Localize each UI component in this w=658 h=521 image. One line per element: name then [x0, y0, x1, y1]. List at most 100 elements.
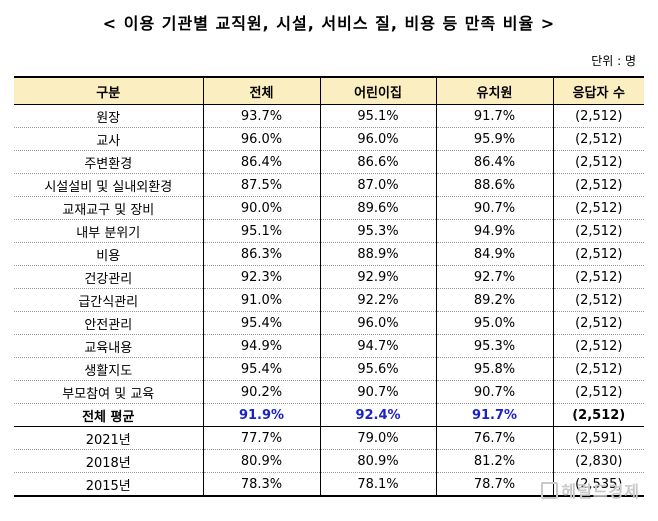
header-respondents: 응답자 수 [552, 76, 644, 105]
page-title: < 이용 기관별 교직원, 시설, 서비스 질, 비용 등 만족 비율 > [102, 14, 556, 33]
respondents-cell: (2,512) [552, 334, 644, 358]
header-category: 구분 [14, 76, 203, 105]
total-cell: 91.0% [202, 288, 320, 312]
daycare-cell: 94.7% [319, 334, 436, 358]
category-cell: 2015년 [14, 472, 203, 497]
table-row: 건강관리 92.3% 92.9% 92.7% (2,512) [14, 265, 644, 289]
category-cell: 주변환경 [14, 150, 203, 174]
category-cell: 비용 [14, 242, 203, 266]
kindergarten-cell: 76.7% [435, 426, 553, 450]
total-cell: 94.9% [202, 334, 320, 358]
watermark: 헤럴드경제 [541, 478, 640, 502]
total-cell: 90.2% [202, 380, 320, 404]
respondents-cell: (2,830) [552, 449, 644, 473]
table-row: 교사 96.0% 96.0% 95.9% (2,512) [14, 127, 644, 151]
daycare-cell: 86.6% [319, 150, 436, 174]
category-cell: 교재교구 및 장비 [14, 196, 203, 220]
table-row: 생활지도 95.4% 95.6% 95.8% (2,512) [14, 357, 644, 381]
table-row: 원장 93.7% 95.1% 91.7% (2,512) [14, 104, 644, 128]
kindergarten-cell: 95.3% [435, 334, 553, 358]
respondents-cell: (2,512) [552, 127, 644, 151]
respondents-cell: (2,535) [552, 472, 644, 497]
category-cell: 안전관리 [14, 311, 203, 335]
daycare-cell: 96.0% [319, 127, 436, 151]
average-row: 전체 평균 91.9% 92.4% 91.7% (2,512) [14, 403, 644, 427]
kindergarten-cell: 94.9% [435, 219, 553, 243]
total-cell: 93.7% [202, 104, 320, 128]
respondents-cell: (2,512) [552, 403, 644, 427]
history-row: 2021년 77.7% 79.0% 76.7% (2,591) [14, 426, 644, 450]
header-daycare: 어린이집 [319, 76, 436, 105]
kindergarten-cell: 90.7% [435, 196, 553, 220]
daycare-cell: 92.2% [319, 288, 436, 312]
total-cell: 77.7% [202, 426, 320, 450]
respondents-cell: (2,512) [552, 357, 644, 381]
history-row: 2018년 80.9% 80.9% 81.2% (2,830) [14, 449, 644, 473]
daycare-cell: 95.6% [319, 357, 436, 381]
total-cell: 90.0% [202, 196, 320, 220]
table-row: 급간식관리 91.0% 92.2% 89.2% (2,512) [14, 288, 644, 312]
table-row: 부모참여 및 교육 90.2% 90.7% 90.7% (2,512) [14, 380, 644, 404]
table-row: 주변환경 86.4% 86.6% 86.4% (2,512) [14, 150, 644, 174]
daycare-cell: 96.0% [319, 311, 436, 335]
kindergarten-cell: 88.6% [435, 173, 553, 197]
category-cell: 원장 [14, 104, 203, 128]
respondents-cell: (2,512) [552, 380, 644, 404]
respondents-cell: (2,512) [552, 288, 644, 312]
kindergarten-cell: 84.9% [435, 242, 553, 266]
kindergarten-cell: 91.7% [435, 104, 553, 128]
total-cell: 95.1% [202, 219, 320, 243]
category-cell: 부모참여 및 교육 [14, 380, 203, 404]
total-cell: 86.4% [202, 150, 320, 174]
category-cell: 2018년 [14, 449, 203, 473]
total-cell: 78.3% [202, 472, 320, 497]
respondents-cell: (2,512) [552, 311, 644, 335]
respondents-cell: (2,512) [552, 173, 644, 197]
respondents-cell: (2,512) [552, 265, 644, 289]
total-cell: 87.5% [202, 173, 320, 197]
daycare-cell: 87.0% [319, 173, 436, 197]
category-cell: 생활지도 [14, 357, 203, 381]
category-cell: 내부 분위기 [14, 219, 203, 243]
table-row: 교육내용 94.9% 94.7% 95.3% (2,512) [14, 334, 644, 358]
daycare-cell: 88.9% [319, 242, 436, 266]
daycare-cell: 92.9% [319, 265, 436, 289]
kindergarten-cell: 78.7% [435, 472, 553, 497]
daycare-cell: 92.4% [319, 403, 436, 427]
table-row: 내부 분위기 95.1% 95.3% 94.9% (2,512) [14, 219, 644, 243]
watermark-logo-icon [541, 482, 559, 499]
header-total: 전체 [202, 76, 320, 105]
kindergarten-cell: 95.0% [435, 311, 553, 335]
table-row: 시설설비 및 실내외환경 87.5% 87.0% 88.6% (2,512) [14, 173, 644, 197]
total-cell: 92.3% [202, 265, 320, 289]
daycare-cell: 78.1% [319, 472, 436, 497]
unit-label: 단위 : 명 [591, 54, 636, 68]
daycare-cell: 95.3% [319, 219, 436, 243]
respondents-cell: (2,591) [552, 426, 644, 450]
table-row: 안전관리 95.4% 96.0% 95.0% (2,512) [14, 311, 644, 335]
table-header-row: 구분 전체 어린이집 유치원 응답자 수 [14, 76, 644, 105]
history-row: 2015년 78.3% 78.1% 78.7% (2,535) [14, 472, 644, 497]
daycare-cell: 89.6% [319, 196, 436, 220]
satisfaction-table: 구분 전체 어린이집 유치원 응답자 수 원장 93.7% 95.1% 91.7% (2… [14, 76, 644, 497]
total-cell: 95.4% [202, 357, 320, 381]
total-cell: 86.3% [202, 242, 320, 266]
category-cell: 건강관리 [14, 265, 203, 289]
category-cell: 교사 [14, 127, 203, 151]
watermark-text: 헤럴드경제 [561, 482, 640, 501]
header-kindergarten: 유치원 [435, 76, 553, 105]
total-cell: 80.9% [202, 449, 320, 473]
respondents-cell: (2,512) [552, 104, 644, 128]
respondents-cell: (2,512) [552, 242, 644, 266]
kindergarten-cell: 92.7% [435, 265, 553, 289]
kindergarten-cell: 89.2% [435, 288, 553, 312]
respondents-cell: (2,512) [552, 196, 644, 220]
daycare-cell: 95.1% [319, 104, 436, 128]
category-cell: 시설설비 및 실내외환경 [14, 173, 203, 197]
total-cell: 96.0% [202, 127, 320, 151]
total-cell: 91.9% [202, 403, 320, 427]
table-row: 교재교구 및 장비 90.0% 89.6% 90.7% (2,512) [14, 196, 644, 220]
category-cell: 급간식관리 [14, 288, 203, 312]
kindergarten-cell: 86.4% [435, 150, 553, 174]
respondents-cell: (2,512) [552, 219, 644, 243]
